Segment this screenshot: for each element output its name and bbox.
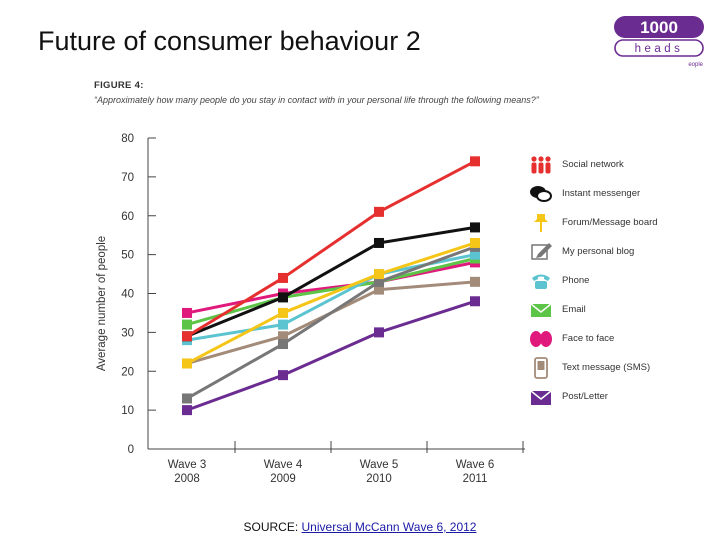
- phone-icon: [528, 270, 554, 292]
- mobile-phone-icon: [528, 356, 554, 379]
- data-point: [182, 319, 192, 330]
- source-link[interactable]: Universal McCann Wave 6, 2012: [301, 520, 477, 534]
- chart-legend: Social network Instant messenger Forum/Mes…: [528, 150, 658, 411]
- logo-middle-pill: [614, 39, 704, 57]
- data-point: [470, 237, 480, 248]
- data-point: [182, 405, 192, 416]
- y-tick-label: 0: [128, 444, 134, 456]
- x-tick-label: Wave 6: [456, 459, 495, 471]
- data-point: [470, 156, 480, 167]
- data-point: [374, 276, 384, 287]
- y-tick-label: 50: [121, 250, 134, 262]
- x-tick-label: Wave 3: [168, 459, 207, 471]
- chat-bubbles-icon: [528, 183, 554, 205]
- source-prefix: SOURCE:: [243, 520, 302, 534]
- series-line-phone: [186, 253, 476, 342]
- legend-item: Social network: [528, 150, 658, 179]
- legend-label: Social network: [562, 159, 624, 170]
- data-point: [278, 272, 288, 283]
- legend-item: Forum/Message board: [528, 208, 658, 237]
- data-point: [182, 307, 192, 318]
- y-tick-label: 60: [121, 211, 134, 223]
- x-tick-label: 2008: [174, 473, 200, 485]
- legend-label: My personal blog: [562, 246, 635, 257]
- data-point: [374, 206, 384, 217]
- y-tick-label: 40: [121, 289, 134, 301]
- series-line-post-letter: [186, 299, 476, 412]
- data-point: [278, 331, 288, 342]
- series-line-my-personal-blog: [186, 245, 476, 400]
- slide-title: Future of consumer behaviour 2: [38, 26, 421, 56]
- legend-item: Phone: [528, 266, 658, 295]
- letter-icon: [528, 386, 554, 408]
- series-line-forum-message-board: [186, 241, 476, 365]
- data-point: [182, 393, 192, 404]
- legend-label: Face to face: [562, 333, 615, 344]
- figure-question: “Approximately how many people do you st…: [94, 95, 539, 105]
- logo-top-text: 1000: [640, 18, 678, 37]
- people-icon: [528, 154, 554, 176]
- logo-middle-text: heads: [635, 43, 684, 55]
- legend-label: Post/Letter: [562, 391, 608, 402]
- x-tick-label: 2009: [270, 473, 296, 485]
- legend-label: Text message (SMS): [562, 362, 651, 373]
- envelope-arrow-icon: [528, 299, 554, 321]
- series-line-instant-messenger: [186, 225, 476, 338]
- y-tick-label: 20: [121, 366, 134, 378]
- y-tick-label: 70: [121, 172, 134, 184]
- x-tick-label: Wave 5: [360, 459, 399, 471]
- x-tick-label: 2011: [463, 473, 488, 485]
- series-line-email: [186, 257, 476, 327]
- data-point: [374, 269, 384, 280]
- x-tick-label: Wave 4: [264, 459, 303, 471]
- data-point: [182, 358, 192, 369]
- series-line-face-to-face: [186, 260, 476, 315]
- data-point: [374, 327, 384, 338]
- legend-label: Forum/Message board: [562, 217, 658, 228]
- legend-item: Text message (SMS): [528, 353, 658, 382]
- data-point: [470, 296, 480, 307]
- figure-label: FIGURE 4:: [94, 80, 144, 91]
- series-line-social-network: [186, 159, 476, 338]
- data-point: [182, 331, 192, 342]
- data-point: [374, 284, 384, 295]
- pushpin-icon: [528, 212, 554, 234]
- legend-item: Email: [528, 295, 658, 324]
- data-point: [278, 307, 288, 318]
- data-point: [470, 249, 480, 260]
- data-point: [470, 222, 480, 233]
- legend-item: Face to face: [528, 324, 658, 353]
- legend-item: My personal blog: [528, 237, 658, 266]
- logo-bottom-text: eople: [688, 62, 703, 68]
- y-tick-label: 80: [121, 133, 134, 145]
- y-axis-label: Average number of people: [96, 236, 108, 371]
- data-point: [470, 276, 480, 287]
- legend-label: Instant messenger: [562, 188, 641, 199]
- data-point: [278, 370, 288, 381]
- legend-label: Phone: [562, 275, 590, 286]
- brand-logo: 1000 heads eople: [614, 16, 704, 68]
- legend-label: Email: [562, 304, 586, 315]
- pencil-icon: [528, 241, 554, 263]
- data-point: [278, 339, 288, 350]
- data-point: [278, 292, 288, 303]
- y-tick-label: 30: [121, 327, 134, 339]
- source-line: SOURCE: Universal McCann Wave 6, 2012: [0, 520, 720, 534]
- legend-item: Instant messenger: [528, 179, 658, 208]
- data-point: [278, 319, 288, 330]
- data-point: [374, 237, 384, 248]
- x-tick-label: 2010: [366, 473, 392, 485]
- legend-item: Post/Letter: [528, 382, 658, 411]
- y-tick-label: 10: [121, 405, 134, 417]
- faces-icon: [528, 328, 554, 350]
- logo-top-pill: [614, 16, 704, 38]
